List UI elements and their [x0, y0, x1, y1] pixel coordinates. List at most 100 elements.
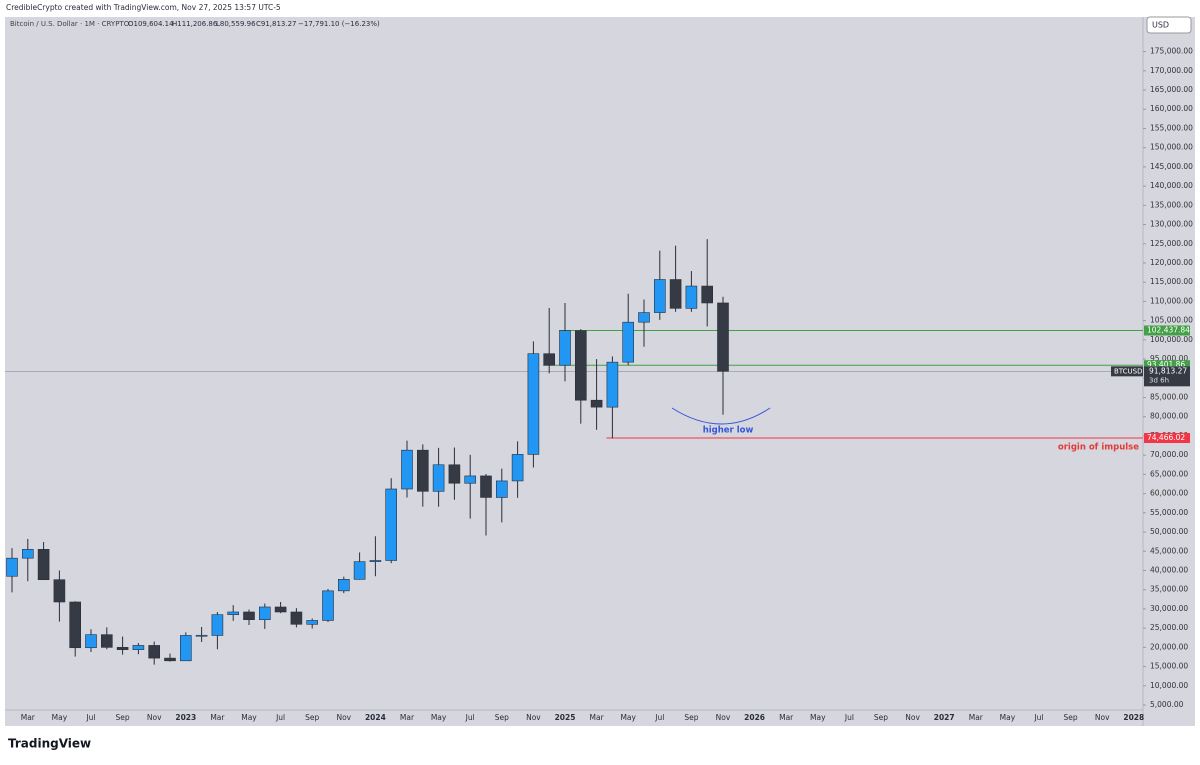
x-tick-label: Jul [654, 713, 664, 722]
x-tick-label: Sep [874, 713, 888, 722]
candle-body [164, 657, 176, 662]
candle-body [53, 579, 66, 603]
x-tick-label: Jul [85, 713, 95, 722]
y-tick-label: 95,000.00 [1150, 354, 1188, 363]
x-tick-label: 2025 [555, 713, 576, 722]
candle-body [227, 611, 239, 615]
currency[interactable]: USD [1152, 21, 1169, 30]
candle-body [401, 449, 413, 490]
last-price-box [1144, 366, 1190, 387]
candle-body [21, 549, 34, 559]
x-tick-label: Mar [400, 713, 415, 722]
x-tick-label: 2026 [744, 713, 765, 722]
symbol-title: Bitcoin / U.S. Dollar · 1M · CRYPTO [10, 20, 130, 28]
candle-body [69, 601, 81, 649]
candle-body [322, 590, 334, 621]
x-tick-label: May [810, 713, 826, 722]
x-tick-label: May [620, 713, 636, 722]
y-tick-label: 145,000.00 [1150, 162, 1193, 171]
x-tick-label: May [1000, 713, 1016, 722]
y-tick-label: 165,000.00 [1150, 85, 1193, 94]
currency-box[interactable] [1146, 16, 1192, 34]
x-tick-label: Sep [684, 713, 698, 722]
y-tick-label: 110,000.00 [1150, 296, 1193, 305]
candle-body [527, 353, 540, 455]
level-label-box [1144, 325, 1190, 336]
x-tick-label: 2024 [365, 713, 386, 722]
candle-body [622, 321, 635, 363]
y-tick-label: 60,000.00 [1150, 489, 1188, 498]
x-tick-label: Nov [716, 713, 731, 722]
x-tick-label: May [431, 713, 447, 722]
y-tick-label: 50,000.00 [1150, 527, 1188, 536]
candle-body [37, 549, 50, 581]
candle-body [243, 611, 255, 620]
y-tick-label: 40,000.00 [1150, 565, 1188, 574]
candle-body [195, 634, 208, 637]
y-tick-label: 155,000.00 [1150, 123, 1193, 132]
ohlc-low: L80,559.96 [216, 20, 256, 28]
candle-body [685, 285, 698, 309]
y-tick-label: 160,000.00 [1150, 104, 1193, 113]
y-tick-label: 70,000.00 [1150, 450, 1188, 459]
candle-body [180, 635, 192, 662]
x-tick-label: Mar [210, 713, 225, 722]
x-tick-label: Sep [1064, 713, 1078, 722]
x-tick-label: May [52, 713, 68, 722]
x-tick-label: Nov [336, 713, 351, 722]
x-tick-label: Mar [590, 713, 605, 722]
x-tick-label: 2023 [175, 713, 196, 722]
candle-body [353, 561, 366, 580]
y-tick-label: 85,000.00 [1150, 393, 1188, 402]
y-tick-label: 20,000.00 [1150, 642, 1188, 651]
candle-body [6, 557, 18, 577]
x-tick-label: Mar [21, 713, 36, 722]
level-label: 102,437.84 [1147, 325, 1190, 334]
last-price-name: BTCUSD [1114, 367, 1143, 375]
candle-body [416, 449, 429, 492]
x-tick-label: Jul [1033, 713, 1043, 722]
x-tick-label: Nov [1095, 713, 1110, 722]
y-tick-label: 120,000.00 [1150, 258, 1193, 267]
x-tick-label: Mar [779, 713, 794, 722]
candle-body [290, 611, 303, 625]
candle-body [132, 645, 145, 650]
candle-body [432, 464, 445, 492]
candle-body [653, 279, 666, 313]
y-tick-label: 105,000.00 [1150, 316, 1193, 325]
y-tick-label: 5,000.00 [1150, 700, 1184, 709]
y-tick-label: 175,000.00 [1150, 47, 1193, 56]
y-tick-label: 35,000.00 [1150, 585, 1188, 594]
ohlc-open: O109,604.14 [128, 20, 174, 28]
candle-body [85, 634, 97, 649]
candle-body [258, 606, 271, 620]
y-tick-label: 10,000.00 [1150, 681, 1188, 690]
y-tick-label: 140,000.00 [1150, 181, 1193, 190]
y-tick-label: 125,000.00 [1150, 239, 1193, 248]
candle-body [274, 606, 287, 613]
candle-body [559, 330, 571, 366]
ohlc-high: H111,206.86 [172, 20, 218, 28]
y-tick-label: 115,000.00 [1150, 277, 1193, 286]
candle-body [369, 560, 382, 562]
level-label-box [1144, 360, 1190, 371]
y-tick-label: 15,000.00 [1150, 662, 1188, 671]
x-tick-label: Sep [495, 713, 509, 722]
candle-body [701, 285, 714, 304]
candle-body [669, 279, 682, 309]
candle-body [464, 475, 477, 484]
x-tick-label: Jul [275, 713, 285, 722]
x-tick-label: Nov [905, 713, 920, 722]
candle-body [638, 312, 650, 323]
annotation: higher low [703, 426, 754, 436]
y-tick-label: 65,000.00 [1150, 469, 1188, 478]
credit: CredibleCrypto created with TradingView.… [6, 3, 281, 12]
candle-body [717, 302, 729, 372]
candle-body [385, 488, 398, 561]
last-price-name-box [1111, 366, 1143, 377]
x-tick-label: Jul [844, 713, 854, 722]
y-tick-label: 135,000.00 [1150, 200, 1193, 209]
higher-low-arc [671, 407, 771, 425]
ohlc-close: C91,813.27 [256, 20, 297, 28]
